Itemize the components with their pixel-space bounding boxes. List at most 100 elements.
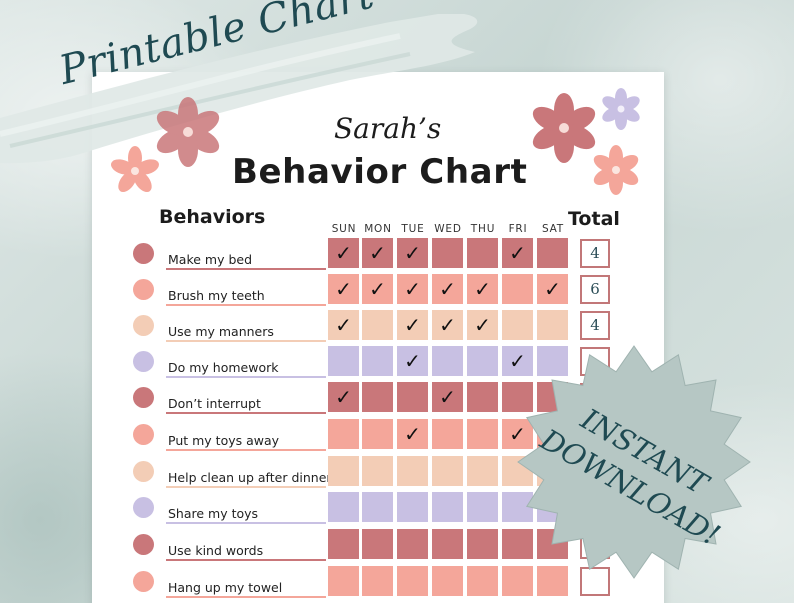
day-cell-fri[interactable]: ✓ <box>502 238 533 268</box>
flower-icon <box>532 93 596 163</box>
day-header-tue: TUE <box>401 223 425 235</box>
day-cell-sat[interactable] <box>537 238 568 268</box>
day-cell-fri[interactable] <box>502 274 533 304</box>
day-cell-thu[interactable]: ✓ <box>467 310 498 340</box>
total-box[interactable]: 4 <box>580 239 610 268</box>
day-cell-tue[interactable]: ✓ <box>397 310 428 340</box>
day-cell-tue[interactable]: ✓ <box>397 238 428 268</box>
day-cell-sun[interactable] <box>328 529 359 559</box>
chart-subtitle: Sarah’s <box>334 112 442 145</box>
check-mark-icon: ✓ <box>335 385 352 409</box>
behavior-underline <box>166 268 326 270</box>
day-cell-wed[interactable] <box>432 419 463 449</box>
day-cell-fri[interactable] <box>502 310 533 340</box>
day-cell-tue[interactable] <box>397 529 428 559</box>
day-cell-wed[interactable]: ✓ <box>432 274 463 304</box>
day-cell-tue[interactable]: ✓ <box>397 419 428 449</box>
behavior-color-dot <box>133 424 154 445</box>
day-cell-mon[interactable] <box>362 492 393 522</box>
behavior-label: Make my bed <box>168 252 253 267</box>
day-cell-tue[interactable] <box>397 566 428 596</box>
day-cell-thu[interactable] <box>467 346 498 376</box>
behavior-color-dot <box>133 351 154 372</box>
day-header-thu: THU <box>470 223 496 235</box>
day-cell-sun[interactable] <box>328 346 359 376</box>
day-header-sun: SUN <box>331 223 357 235</box>
behavior-color-dot <box>133 315 154 336</box>
behavior-underline <box>166 486 326 488</box>
day-cell-sat[interactable] <box>537 310 568 340</box>
day-cell-thu[interactable] <box>467 456 498 486</box>
day-cell-sun[interactable]: ✓ <box>328 382 359 412</box>
day-cell-mon[interactable] <box>362 310 393 340</box>
day-cell-tue[interactable] <box>397 382 428 412</box>
day-cell-sun[interactable] <box>328 492 359 522</box>
day-cell-wed[interactable]: ✓ <box>432 382 463 412</box>
day-cell-tue[interactable]: ✓ <box>397 274 428 304</box>
day-cell-tue[interactable] <box>397 492 428 522</box>
day-cell-mon[interactable] <box>362 419 393 449</box>
instant-download-badge <box>517 345 751 579</box>
behavior-underline <box>166 596 326 598</box>
check-mark-icon: ✓ <box>439 313 456 337</box>
day-header-wed: WED <box>434 223 462 235</box>
day-cell-sun[interactable] <box>328 419 359 449</box>
day-cell-wed[interactable] <box>432 529 463 559</box>
day-cell-thu[interactable] <box>467 492 498 522</box>
check-mark-icon: ✓ <box>404 241 421 265</box>
behavior-color-dot <box>133 497 154 518</box>
total-box[interactable]: 4 <box>580 311 610 340</box>
day-cell-fri[interactable] <box>502 566 533 596</box>
flower-icon <box>593 145 639 195</box>
total-box[interactable] <box>580 567 610 596</box>
behavior-label: Help clean up after dinner <box>168 470 332 485</box>
day-cell-sun[interactable]: ✓ <box>328 238 359 268</box>
behavior-color-dot <box>133 461 154 482</box>
day-cell-sat[interactable] <box>537 566 568 596</box>
day-cell-fri[interactable]: ✓ <box>502 346 533 376</box>
day-cell-thu[interactable] <box>467 419 498 449</box>
day-cell-fri[interactable]: ✓ <box>502 419 533 449</box>
check-mark-icon: ✓ <box>404 349 421 373</box>
day-cell-mon[interactable] <box>362 346 393 376</box>
behavior-underline <box>166 340 326 342</box>
day-cell-thu[interactable] <box>467 382 498 412</box>
day-cell-fri[interactable] <box>502 382 533 412</box>
day-cell-thu[interactable]: ✓ <box>467 274 498 304</box>
day-cell-sun[interactable]: ✓ <box>328 274 359 304</box>
total-box[interactable]: 6 <box>580 275 610 304</box>
day-cell-wed[interactable]: ✓ <box>432 310 463 340</box>
day-cell-mon[interactable] <box>362 529 393 559</box>
day-cell-wed[interactable] <box>432 492 463 522</box>
behavior-label: Do my homework <box>168 360 279 375</box>
day-cell-tue[interactable] <box>397 456 428 486</box>
behavior-label: Hang up my towel <box>168 580 283 595</box>
day-cell-wed[interactable] <box>432 238 463 268</box>
day-cell-mon[interactable] <box>362 382 393 412</box>
day-cell-mon[interactable]: ✓ <box>362 274 393 304</box>
day-cell-sun[interactable] <box>328 566 359 596</box>
day-header-sat: SAT <box>541 223 565 235</box>
day-cell-thu[interactable] <box>467 529 498 559</box>
behavior-underline <box>166 559 326 561</box>
total-heading: Total <box>568 208 620 230</box>
day-cell-fri[interactable] <box>502 529 533 559</box>
day-cell-wed[interactable] <box>432 346 463 376</box>
day-cell-mon[interactable] <box>362 566 393 596</box>
behaviors-heading: Behaviors <box>159 206 266 228</box>
check-mark-icon: ✓ <box>509 241 526 265</box>
day-cell-tue[interactable]: ✓ <box>397 346 428 376</box>
brush-stroke-ribbon <box>0 14 478 164</box>
day-cell-thu[interactable] <box>467 238 498 268</box>
day-cell-mon[interactable]: ✓ <box>362 238 393 268</box>
day-cell-thu[interactable] <box>467 566 498 596</box>
day-cell-wed[interactable] <box>432 456 463 486</box>
day-cell-wed[interactable] <box>432 566 463 596</box>
check-mark-icon: ✓ <box>544 277 561 301</box>
behavior-underline <box>166 304 326 306</box>
day-cell-sun[interactable] <box>328 456 359 486</box>
day-cell-sat[interactable] <box>537 346 568 376</box>
day-cell-sat[interactable]: ✓ <box>537 274 568 304</box>
day-cell-mon[interactable] <box>362 456 393 486</box>
day-cell-sun[interactable]: ✓ <box>328 310 359 340</box>
